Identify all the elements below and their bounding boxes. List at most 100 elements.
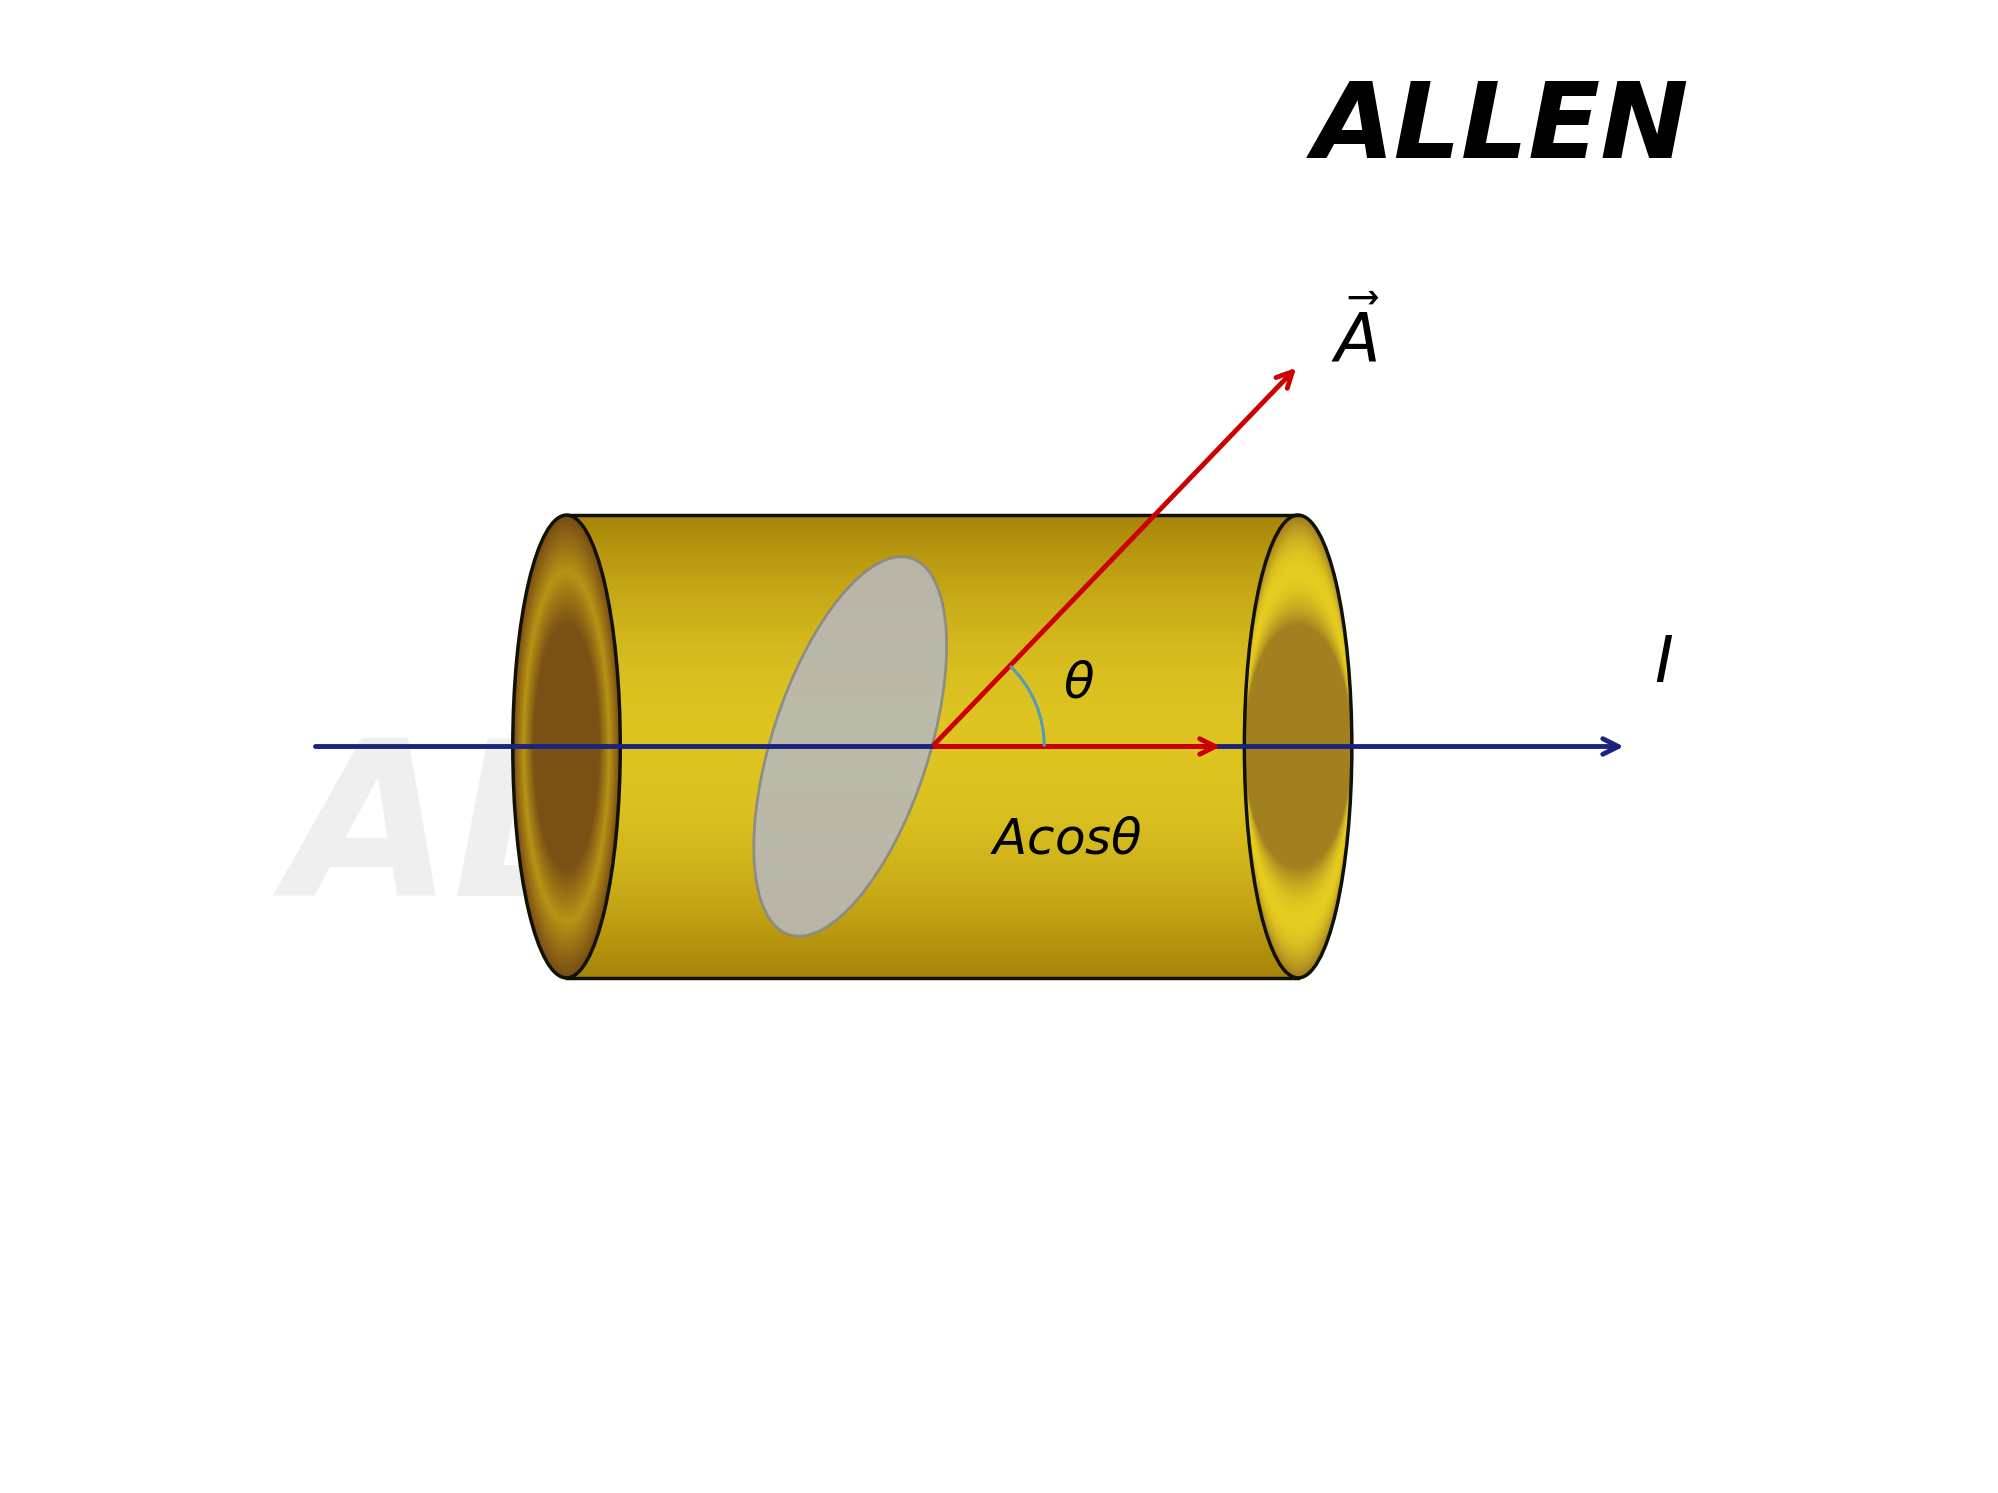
Polygon shape: [565, 787, 1297, 790]
Ellipse shape: [521, 563, 611, 930]
Polygon shape: [565, 576, 1297, 579]
Ellipse shape: [1243, 611, 1351, 882]
Polygon shape: [565, 784, 1297, 787]
Ellipse shape: [529, 599, 603, 894]
Polygon shape: [565, 688, 1297, 691]
Ellipse shape: [1243, 548, 1351, 945]
Polygon shape: [565, 752, 1297, 755]
Polygon shape: [565, 879, 1297, 882]
Polygon shape: [565, 570, 1297, 573]
Polygon shape: [565, 772, 1297, 775]
Ellipse shape: [529, 605, 603, 888]
Polygon shape: [565, 857, 1297, 860]
Ellipse shape: [1243, 518, 1351, 975]
Polygon shape: [565, 660, 1297, 663]
Ellipse shape: [515, 529, 617, 964]
Polygon shape: [565, 891, 1297, 894]
Ellipse shape: [1243, 587, 1351, 906]
Polygon shape: [565, 972, 1297, 975]
Polygon shape: [565, 521, 1297, 524]
Polygon shape: [565, 679, 1297, 682]
Ellipse shape: [527, 593, 605, 900]
Ellipse shape: [527, 587, 605, 906]
Polygon shape: [565, 636, 1297, 639]
Ellipse shape: [523, 576, 607, 917]
Polygon shape: [565, 573, 1297, 576]
Ellipse shape: [517, 540, 615, 953]
Ellipse shape: [1243, 594, 1351, 899]
Polygon shape: [565, 755, 1297, 758]
Ellipse shape: [1243, 602, 1351, 891]
Ellipse shape: [1243, 597, 1351, 896]
Polygon shape: [565, 944, 1297, 947]
Ellipse shape: [1243, 609, 1351, 884]
Ellipse shape: [513, 515, 619, 978]
Polygon shape: [565, 540, 1297, 543]
Polygon shape: [565, 669, 1297, 672]
Ellipse shape: [517, 537, 615, 956]
Polygon shape: [565, 561, 1297, 564]
Ellipse shape: [1243, 572, 1351, 921]
Polygon shape: [565, 775, 1297, 778]
Polygon shape: [565, 564, 1297, 567]
Polygon shape: [565, 906, 1297, 911]
Polygon shape: [565, 935, 1297, 938]
Polygon shape: [565, 657, 1297, 660]
Polygon shape: [565, 567, 1297, 570]
Polygon shape: [565, 533, 1297, 536]
Ellipse shape: [531, 615, 601, 878]
Polygon shape: [565, 651, 1297, 654]
Ellipse shape: [517, 545, 613, 948]
Ellipse shape: [1243, 578, 1351, 915]
Polygon shape: [565, 663, 1297, 666]
Polygon shape: [565, 614, 1297, 617]
Polygon shape: [565, 882, 1297, 885]
Ellipse shape: [1243, 536, 1351, 957]
Polygon shape: [565, 590, 1297, 593]
Polygon shape: [565, 824, 1297, 827]
Ellipse shape: [1243, 521, 1351, 972]
Polygon shape: [565, 527, 1297, 530]
Ellipse shape: [1243, 624, 1351, 869]
Ellipse shape: [1243, 564, 1351, 929]
Ellipse shape: [1243, 529, 1351, 964]
Ellipse shape: [515, 532, 617, 961]
Polygon shape: [565, 555, 1297, 558]
Polygon shape: [565, 758, 1297, 761]
Ellipse shape: [519, 548, 613, 945]
Ellipse shape: [529, 602, 603, 891]
Ellipse shape: [1243, 523, 1351, 970]
Text: $\vec{A}$: $\vec{A}$: [1331, 302, 1379, 376]
Polygon shape: [565, 605, 1297, 608]
Polygon shape: [565, 969, 1297, 972]
Ellipse shape: [517, 543, 615, 950]
Polygon shape: [565, 602, 1297, 605]
Polygon shape: [565, 873, 1297, 876]
Polygon shape: [565, 744, 1297, 746]
Polygon shape: [565, 729, 1297, 732]
Polygon shape: [565, 715, 1297, 718]
Text: ALLEN: ALLEN: [288, 732, 1055, 941]
Text: $\theta$: $\theta$: [1063, 660, 1093, 708]
Polygon shape: [565, 854, 1297, 857]
Ellipse shape: [513, 518, 619, 975]
Polygon shape: [565, 543, 1297, 546]
Ellipse shape: [1243, 576, 1351, 917]
Ellipse shape: [1243, 532, 1351, 961]
Polygon shape: [565, 721, 1297, 726]
Polygon shape: [565, 966, 1297, 969]
Polygon shape: [565, 926, 1297, 929]
Polygon shape: [565, 546, 1297, 549]
Text: $I$: $I$: [1654, 633, 1672, 696]
Ellipse shape: [1243, 540, 1351, 953]
Ellipse shape: [1243, 570, 1351, 923]
Polygon shape: [565, 746, 1297, 749]
Polygon shape: [565, 749, 1297, 752]
Polygon shape: [565, 599, 1297, 602]
Polygon shape: [565, 620, 1297, 623]
Polygon shape: [565, 799, 1297, 802]
Polygon shape: [565, 767, 1297, 772]
Ellipse shape: [1243, 561, 1351, 932]
Ellipse shape: [1243, 543, 1351, 950]
Polygon shape: [565, 932, 1297, 935]
